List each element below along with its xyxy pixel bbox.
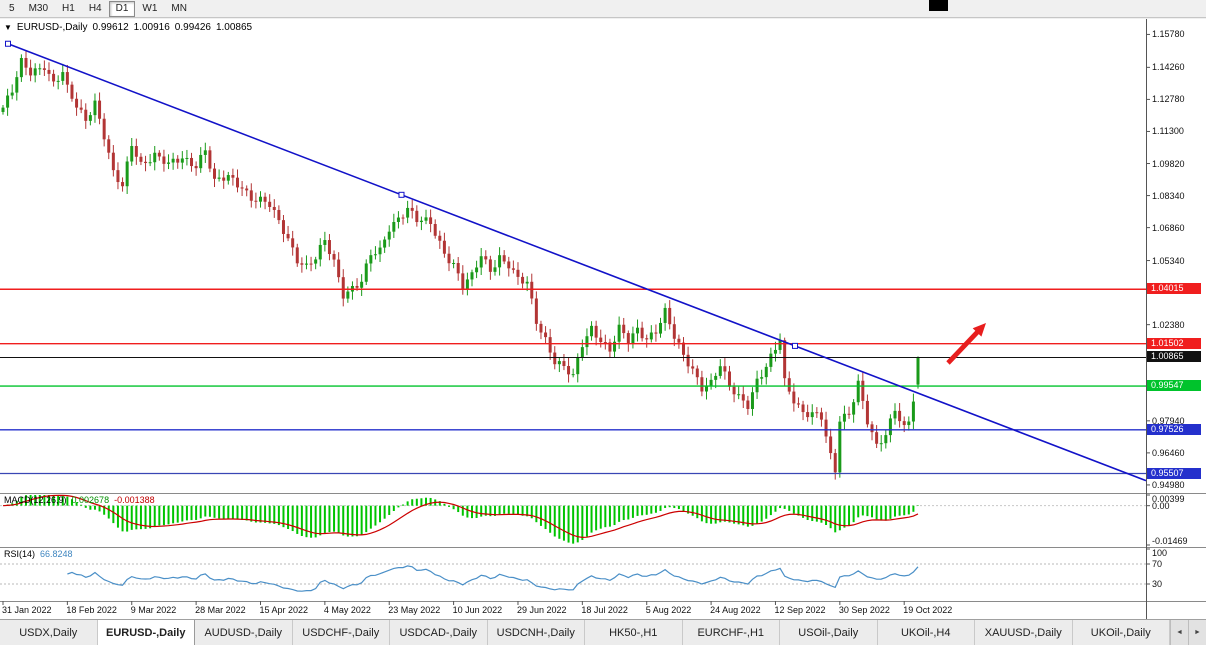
symbol-tabs-bar: USDX,Daily EURUSD-,Daily AUDUSD-,Daily U…	[0, 619, 1206, 645]
tabs-scroll-left-icon[interactable]: ◄	[1170, 620, 1188, 645]
tab-usdcnh[interactable]: USDCNH-,Daily	[487, 620, 585, 645]
trendline[interactable]	[7, 42, 1147, 482]
tf-h1[interactable]: H1	[62, 2, 75, 14]
trendline-handle[interactable]	[792, 342, 798, 349]
tf-5[interactable]: 5	[9, 2, 15, 14]
tf-h4[interactable]: H4	[88, 2, 102, 14]
timeframe-toolbar: 5 M30 H1 H4 D1 W1 MN	[0, 0, 1206, 18]
black-marker-box	[929, 0, 948, 11]
macd-signal-line	[2, 494, 919, 539]
tf-w1[interactable]: W1	[142, 2, 158, 14]
tab-usoil[interactable]: USOil-,Daily	[780, 620, 878, 645]
tabs-scroll-right-icon[interactable]: ►	[1188, 620, 1206, 645]
arrow-annotation[interactable]	[946, 323, 986, 365]
trendline-handle[interactable]	[398, 191, 405, 198]
macd-histogram	[6, 495, 919, 544]
tab-ukoil-daily[interactable]: UKOil-,Daily	[1072, 620, 1170, 645]
tab-eurusd[interactable]: EURUSD-,Daily	[97, 620, 195, 645]
tab-usdx[interactable]: USDX,Daily	[0, 620, 98, 645]
chart-area[interactable]: ▼ EURUSD-,Daily 0.99612 1.00916 0.99426 1.008…	[0, 19, 1206, 619]
candles	[1, 50, 920, 480]
tab-usdchf[interactable]: USDCHF-,Daily	[292, 620, 390, 645]
tf-mn[interactable]: MN	[171, 2, 187, 14]
chart-canvas[interactable]	[0, 19, 1206, 619]
tab-audusd[interactable]: AUDUSD-,Daily	[195, 620, 293, 645]
tab-ukoil-h4[interactable]: UKOil-,H4	[877, 620, 975, 645]
tab-usdcad[interactable]: USDCAD-,Daily	[390, 620, 488, 645]
tab-xauusd[interactable]: XAUUSD-,Daily	[975, 620, 1073, 645]
tf-d1[interactable]: D1	[108, 0, 136, 17]
tab-eurchf[interactable]: EURCHF-,H1	[682, 620, 780, 645]
tf-m30[interactable]: M30	[28, 2, 49, 14]
trendline-handle[interactable]	[5, 40, 11, 47]
rsi-line	[67, 565, 919, 592]
tab-hk50[interactable]: HK50-,H1	[585, 620, 683, 645]
